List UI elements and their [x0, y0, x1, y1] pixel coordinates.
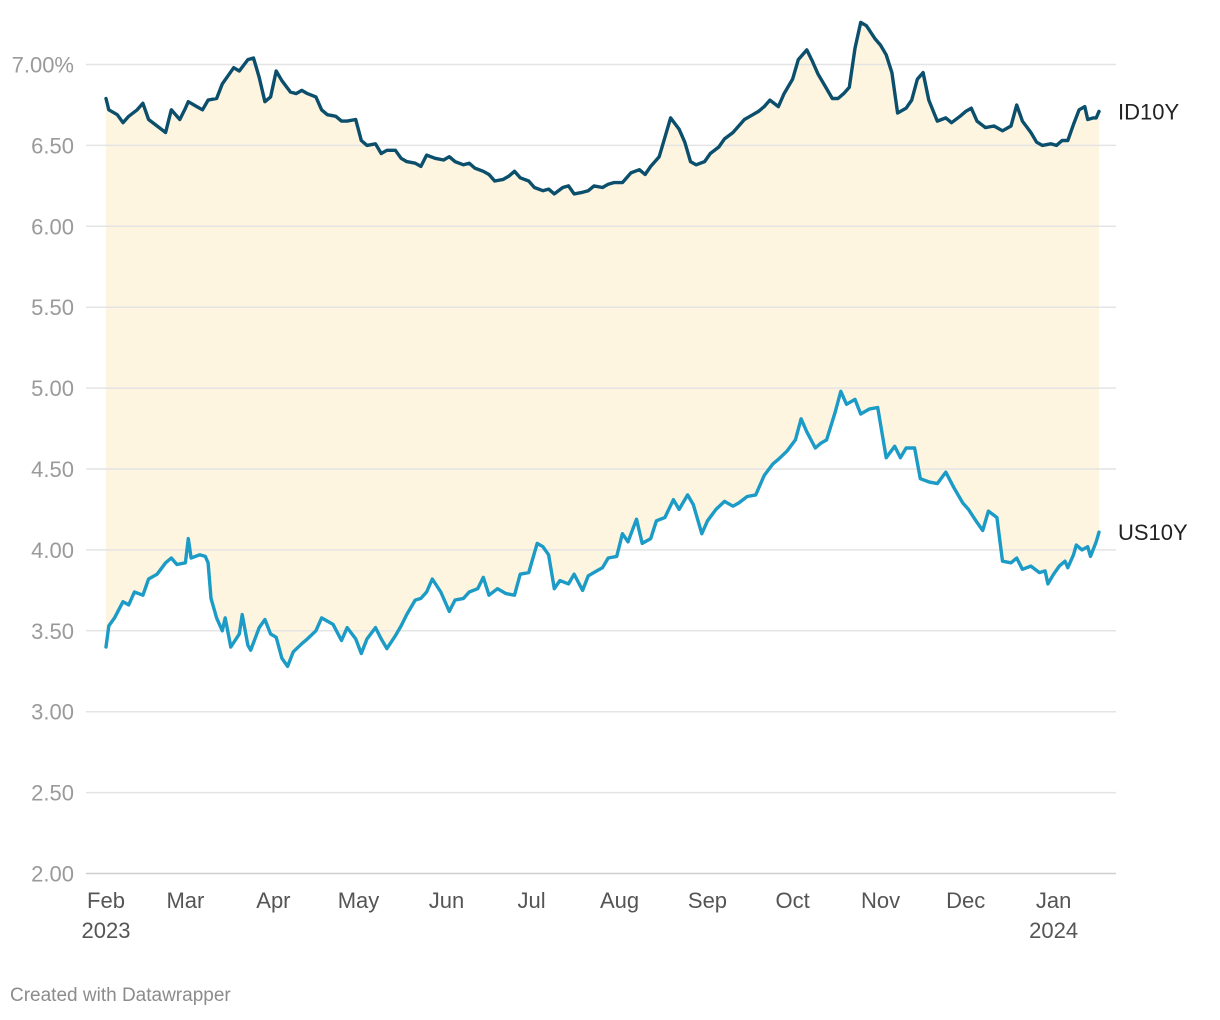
series-line-id10y	[104, 20, 1101, 196]
series-labels: ID10Y US10Y	[1118, 99, 1188, 545]
y-tick-label: 6.00	[31, 214, 74, 239]
x-tick-label: Jun	[429, 888, 464, 913]
y-tick-label: 3.00	[31, 700, 74, 725]
y-tick-label: 5.50	[31, 295, 74, 320]
x-tick-label: Aug	[600, 888, 639, 913]
series-line-us10y	[104, 389, 1101, 669]
datawrapper-credit: Created with Datawrapper	[10, 985, 231, 1006]
x-tick-label: Mar	[166, 888, 204, 913]
series-label-id10y: ID10Y	[1118, 99, 1179, 124]
x-tick-label: Nov	[861, 888, 900, 913]
x-tick-label: Sep	[688, 888, 727, 913]
y-tick-label: 5.00	[31, 376, 74, 401]
y-tick-label: 4.50	[31, 457, 74, 482]
y-tick-label: 6.50	[31, 133, 74, 158]
gridlines	[86, 63, 1116, 875]
x-tick-label: May	[338, 888, 380, 913]
y-axis: 7.00% 6.50 6.00 5.50 5.00 4.50 4.00 3.50 3.00 2.5…	[12, 53, 74, 887]
x-axis: Feb 2023 Mar Apr May Jun Jul Aug Sep Oct Nov Dec Jan…	[82, 888, 1079, 943]
x-tick-label: Dec	[946, 888, 985, 913]
x-tick-label: Jul	[518, 888, 546, 913]
spread-area	[106, 22, 1099, 667]
x-tick-label: Feb	[87, 888, 125, 913]
y-tick-label: 3.50	[31, 619, 74, 644]
y-tick-label: 4.00	[31, 538, 74, 563]
y-tick-label: 2.50	[31, 781, 74, 806]
series-lines	[104, 20, 1101, 669]
x-tick-label: Apr	[256, 888, 290, 913]
x-tick-label: Oct	[775, 888, 809, 913]
series-label-us10y: US10Y	[1118, 520, 1188, 545]
spread-fill-area	[106, 22, 1099, 667]
y-tick-label: 2.00	[31, 862, 74, 887]
x-tick-label: Jan	[1036, 888, 1071, 913]
x-tick-year-label: 2023	[82, 918, 131, 943]
y-tick-label: 7.00%	[12, 53, 74, 78]
x-tick-year-label: 2024	[1029, 918, 1078, 943]
